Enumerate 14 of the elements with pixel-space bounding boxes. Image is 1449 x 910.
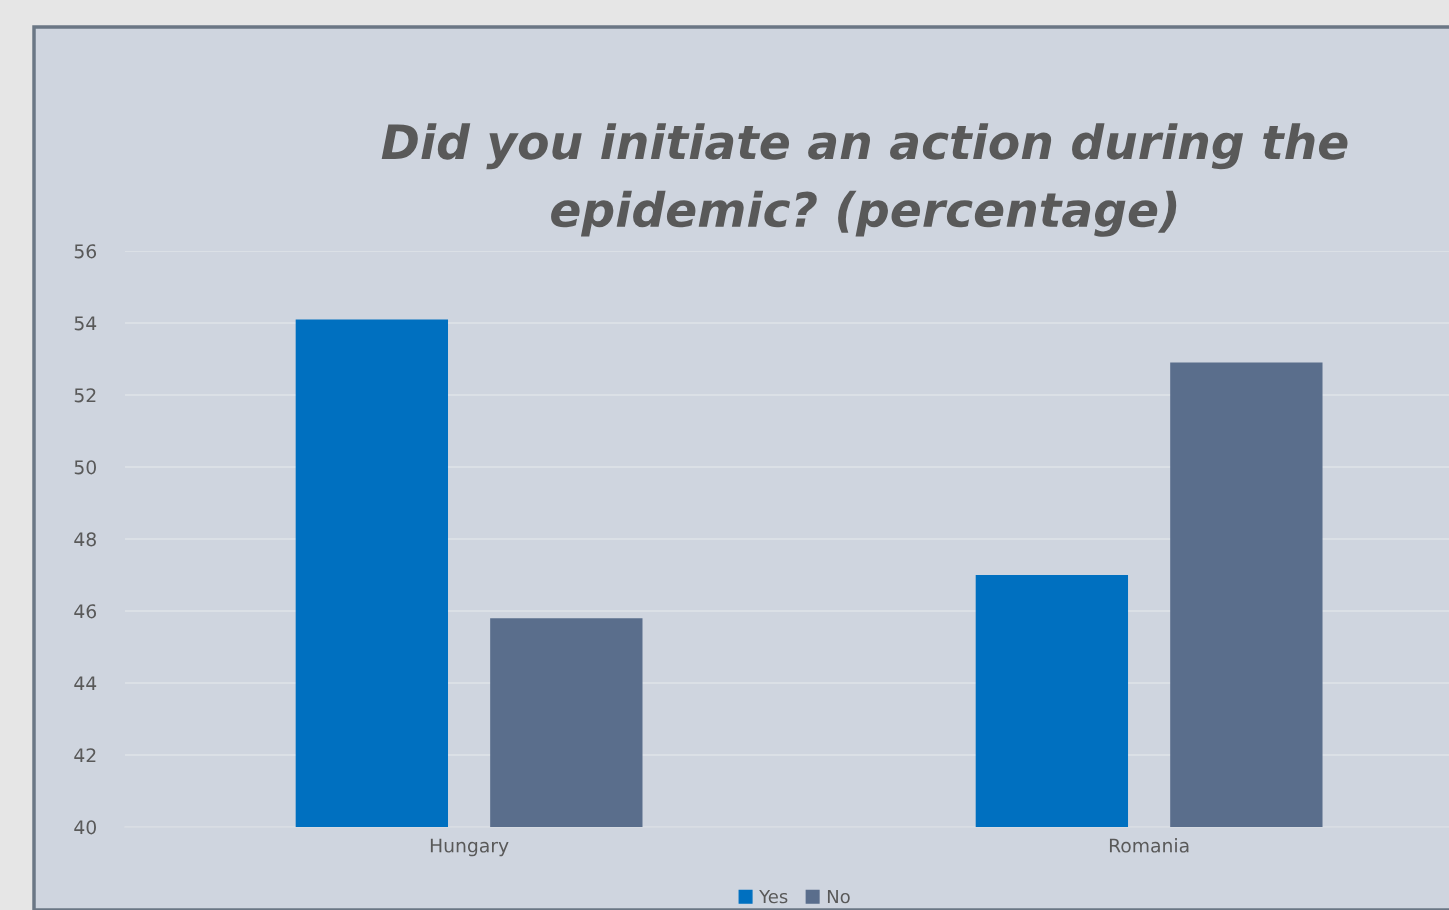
y-tick-label: 40 (74, 820, 96, 835)
y-tick-label: 46 (74, 604, 97, 619)
legend-label: No (827, 889, 850, 904)
chart-title: Did you initiate an action during the epidemic? (percentage) (381, 123, 1348, 237)
x-tick-label: Hungary (430, 838, 509, 857)
y-tick-label: 42 (74, 748, 96, 763)
y-tick-label: 52 (74, 388, 96, 403)
y-tick-label: 44 (74, 676, 97, 691)
y-tick-label: 56 (74, 244, 97, 259)
y-tick-label: 48 (74, 532, 96, 547)
y-tick-label: 54 (74, 316, 97, 331)
x-tick-label: Romania (1109, 838, 1189, 853)
y-tick-label: 50 (74, 460, 96, 475)
legend-label: Yes (759, 889, 788, 904)
